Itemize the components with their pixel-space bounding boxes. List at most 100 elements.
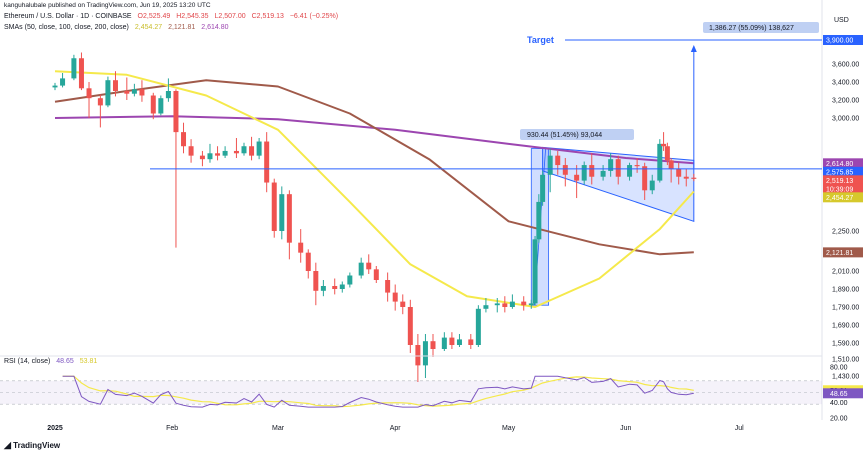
candle-body	[298, 242, 304, 253]
x-tick-label: Mar	[272, 425, 285, 432]
candle-body	[358, 262, 364, 276]
candle-body	[173, 91, 179, 133]
candle-body	[430, 341, 436, 349]
candle-body	[105, 80, 111, 106]
y-tick-label: 1,690.00	[832, 323, 859, 330]
candle-body	[494, 303, 500, 306]
target-arrow-head	[690, 45, 697, 52]
rsi-axis-label: 80.00	[830, 365, 848, 372]
candle-body	[668, 160, 674, 169]
candle-body	[627, 165, 633, 177]
y-tick-label: 3,600.00	[832, 62, 859, 69]
candle-body	[256, 141, 262, 156]
y-tick-label: 1,430.00	[832, 374, 859, 381]
price-tag	[823, 247, 863, 258]
candle-body	[502, 303, 508, 307]
candle-body	[528, 303, 534, 306]
price-tag-text: 10:39:09	[826, 186, 853, 193]
y-tick-label: 3,000.00	[832, 116, 859, 123]
target-label: Target	[527, 35, 554, 45]
candle-body	[158, 98, 164, 114]
candle-body	[407, 307, 413, 345]
rsi-value: 48.65	[56, 358, 74, 365]
sma50-line	[54, 70, 695, 308]
sma200-line	[54, 115, 694, 165]
candle-body	[165, 91, 171, 99]
currency-label: USD	[834, 17, 849, 24]
target-label-box	[703, 22, 819, 33]
sma-label: SMAs (50, close, 100, close, 200, close)	[4, 24, 129, 31]
y-tick-label: 3,400.00	[832, 80, 859, 87]
candle-body	[661, 143, 667, 147]
candle-body	[339, 284, 345, 289]
price-tag-text: 2,614.80	[826, 161, 853, 168]
sma200-value: 2,614.80	[201, 24, 229, 31]
price-tag	[823, 183, 863, 194]
candle-body	[449, 337, 455, 345]
candle-body	[608, 159, 614, 171]
brand-name: TradingView	[13, 441, 61, 450]
price-tag-text: 2,575.85	[826, 169, 853, 176]
flag-pattern	[530, 146, 695, 306]
candle-body	[691, 177, 697, 179]
candle-body	[642, 166, 648, 191]
candle-body	[456, 339, 462, 345]
price-tag-text: 2,454.27	[826, 195, 853, 202]
candle-body	[373, 269, 379, 280]
candle-body	[78, 58, 84, 89]
y-tick-label: 1,890.00	[832, 287, 859, 294]
candle-body	[600, 170, 606, 177]
price-tag-text: 2,121.81	[826, 250, 853, 257]
candle-body	[441, 337, 447, 349]
candle-body	[199, 155, 205, 160]
candle-body	[347, 275, 353, 285]
price-tag	[823, 192, 863, 203]
symbol-name: Ethereum / U.S. Dollar · 1D · COINBASE	[4, 13, 132, 20]
rsi-label: RSI (14, close)	[4, 358, 51, 365]
candle-body	[400, 301, 406, 307]
rsi-legend: RSI (14, close) 48.65 53.81	[4, 358, 101, 365]
candle-body	[536, 201, 542, 240]
sma50-value: 2,454.27	[134, 24, 163, 31]
candle-body	[215, 153, 221, 156]
ohlc-high: H2,545.35	[176, 13, 209, 20]
candle-body	[615, 159, 621, 177]
candle-body	[555, 155, 561, 166]
candle-body	[468, 339, 474, 345]
tradingview-logo: ◢ TradingView	[4, 440, 60, 451]
candle-body	[475, 308, 481, 345]
rally-label-box	[520, 129, 634, 140]
candle-body	[683, 176, 689, 179]
candle-body	[422, 341, 428, 366]
candle-body	[415, 345, 421, 366]
candle-body	[540, 174, 546, 202]
candle-body	[483, 305, 489, 309]
candle-body	[271, 182, 277, 231]
candle-body	[581, 165, 587, 181]
ohlc-open: O2,525.49	[137, 13, 171, 20]
y-tick-label: 1,510.00	[832, 357, 859, 364]
candle-body	[97, 98, 103, 106]
candle-body	[547, 155, 553, 175]
candle-body	[320, 286, 326, 291]
rsi-axis-label: 20.00	[830, 416, 848, 423]
candle-body	[222, 150, 228, 156]
candle-body	[532, 239, 538, 304]
candle-body	[112, 80, 118, 91]
candle-body	[286, 194, 292, 243]
x-tick-label: Jun	[620, 425, 631, 432]
candle-body	[305, 252, 311, 271]
candle-body	[188, 146, 194, 156]
candle-body	[279, 194, 285, 231]
x-tick-label: Feb	[166, 425, 178, 432]
annotations: 930.44 (51.45%) 93,044 Target 1,386.27 (55…	[150, 22, 822, 170]
y-tick-label: 2,250.00	[832, 229, 859, 236]
candle-body	[385, 280, 391, 293]
candle-body	[366, 262, 372, 270]
rsi-axis-label: 48.65	[830, 391, 848, 398]
price-tag	[823, 158, 863, 169]
y-tick-label: 1,590.00	[832, 341, 859, 348]
candle-body	[60, 78, 66, 86]
x-tick-label: Jul	[735, 425, 744, 432]
